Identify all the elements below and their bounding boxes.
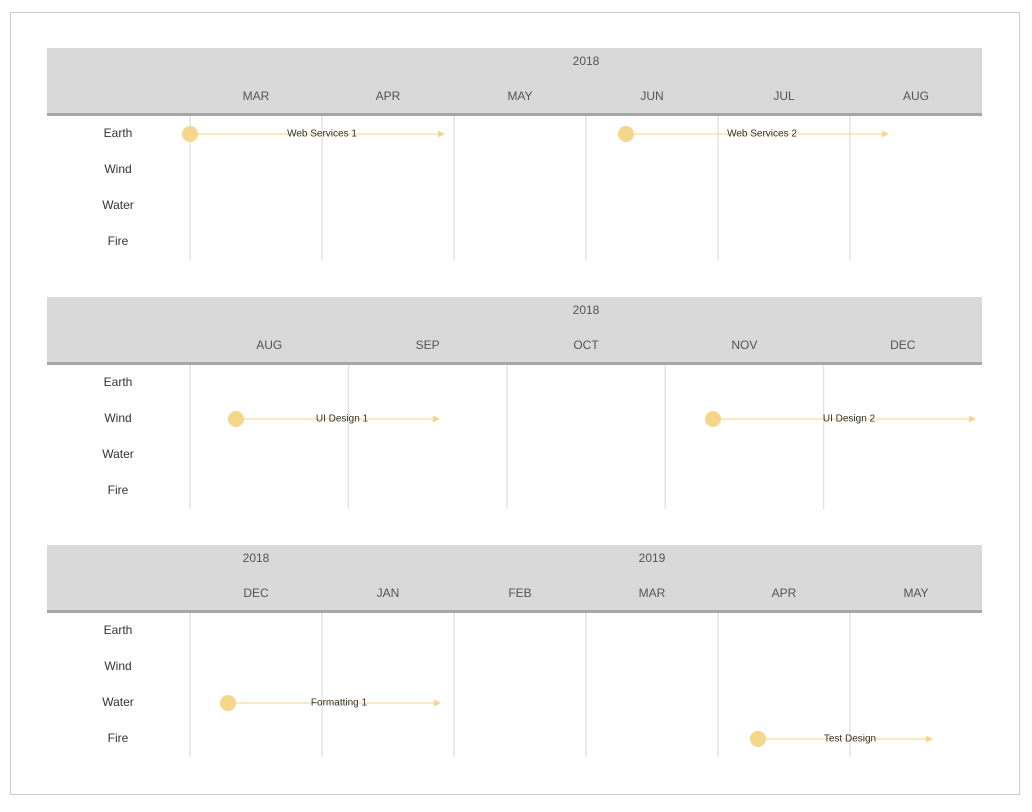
event-label: UI Design 2	[823, 414, 876, 425]
year-label: 2018	[573, 303, 600, 317]
month-label: MAR	[243, 89, 270, 103]
event-start	[220, 695, 236, 711]
month-label: MAY	[903, 586, 928, 600]
month-label: MAR	[639, 586, 666, 600]
month-label: DEC	[890, 338, 916, 352]
event-label: Web Services 2	[727, 129, 797, 140]
event-arrow	[969, 415, 976, 423]
month-label: DEC	[243, 586, 269, 600]
month-label: AUG	[256, 338, 282, 352]
year-label: 2018	[243, 551, 270, 565]
month-label: AUG	[903, 89, 929, 103]
event-arrow	[438, 130, 445, 138]
row-label: Water	[102, 695, 134, 709]
event-start	[182, 126, 198, 142]
event-arrow	[433, 415, 440, 423]
year-label: 2018	[573, 54, 600, 68]
month-label: JUN	[640, 89, 663, 103]
event-label: UI Design 1	[316, 414, 369, 425]
month-label: SEP	[416, 338, 440, 352]
row-label: Fire	[108, 483, 129, 497]
month-label: FEB	[508, 586, 531, 600]
panel-header	[47, 545, 982, 611]
header-rule	[47, 113, 982, 116]
month-label: OCT	[573, 338, 599, 352]
row-label: Wind	[104, 411, 131, 425]
month-label: NOV	[731, 338, 757, 352]
event-arrow	[882, 130, 889, 138]
month-label: MAY	[507, 89, 532, 103]
row-label: Water	[102, 447, 134, 461]
event-label: Test Design	[824, 734, 876, 745]
event-start	[228, 411, 244, 427]
year-label: 2019	[639, 551, 666, 565]
panel-header	[47, 297, 982, 363]
row-label: Earth	[104, 126, 133, 140]
event-arrow	[434, 699, 441, 707]
row-label: Earth	[104, 375, 133, 389]
header-rule	[47, 610, 982, 613]
row-label: Earth	[104, 623, 133, 637]
event-label: Formatting 1	[311, 698, 368, 709]
panel-header	[47, 48, 982, 114]
month-label: APR	[772, 586, 797, 600]
event-start	[705, 411, 721, 427]
event-start	[750, 731, 766, 747]
row-label: Wind	[104, 659, 131, 673]
event-start	[618, 126, 634, 142]
month-label: JUL	[773, 89, 795, 103]
event-arrow	[926, 735, 933, 743]
event-label: Web Services 1	[287, 129, 357, 140]
row-label: Fire	[108, 731, 129, 745]
month-label: APR	[376, 89, 401, 103]
row-label: Water	[102, 198, 134, 212]
row-label: Fire	[108, 234, 129, 248]
frame	[10, 12, 1020, 795]
header-rule	[47, 362, 982, 365]
row-label: Wind	[104, 162, 131, 176]
month-label: JAN	[377, 586, 400, 600]
